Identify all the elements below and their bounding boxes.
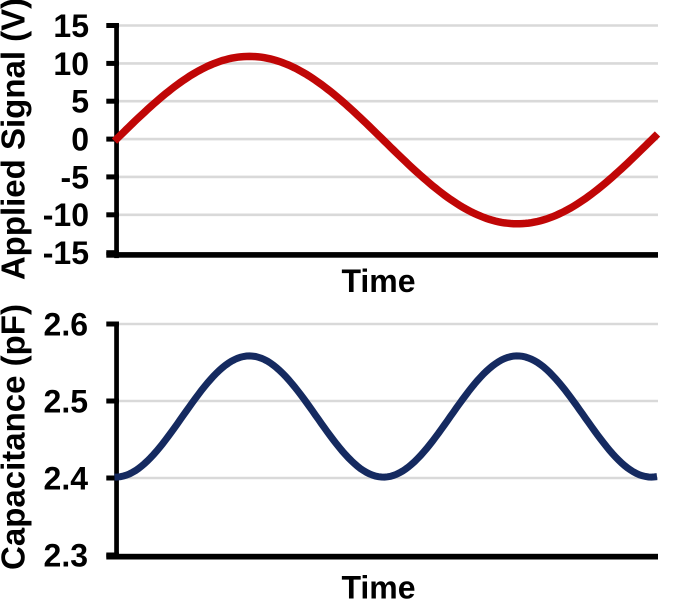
svg-text:Applied Signal (V): Applied Signal (V) bbox=[0, 0, 32, 280]
svg-text:2.5: 2.5 bbox=[44, 383, 88, 419]
svg-text:2.4: 2.4 bbox=[44, 460, 89, 496]
svg-text:2.6: 2.6 bbox=[44, 306, 88, 342]
svg-text:Time: Time bbox=[341, 263, 415, 299]
svg-text:2.3: 2.3 bbox=[44, 537, 88, 573]
svg-text:0: 0 bbox=[71, 122, 89, 158]
svg-text:Time: Time bbox=[341, 570, 415, 601]
svg-text:-15: -15 bbox=[43, 235, 89, 271]
svg-text:-10: -10 bbox=[43, 197, 89, 233]
svg-text:Capacitance (pF): Capacitance (pF) bbox=[0, 304, 32, 570]
svg-text:5: 5 bbox=[71, 84, 89, 120]
svg-text:10: 10 bbox=[53, 46, 89, 82]
svg-text:15: 15 bbox=[53, 8, 89, 44]
svg-text:-5: -5 bbox=[61, 159, 89, 195]
